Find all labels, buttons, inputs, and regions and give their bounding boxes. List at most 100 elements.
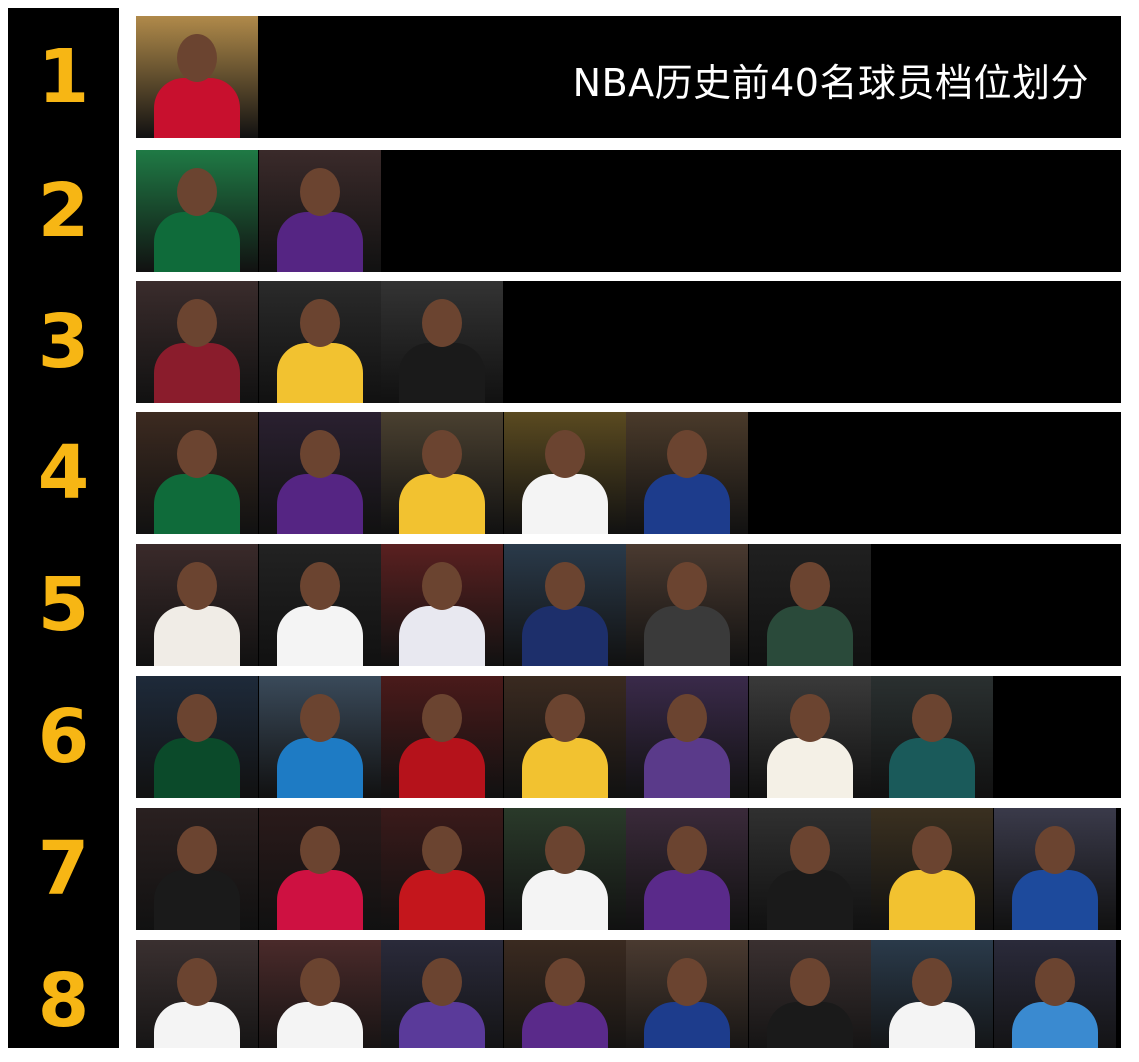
player-photo [503, 544, 626, 666]
player-photo [136, 544, 258, 666]
player-photo [993, 808, 1116, 930]
jersey [399, 738, 485, 798]
player-photo [503, 808, 626, 930]
head [299, 562, 340, 610]
head [299, 299, 340, 347]
jersey [889, 738, 975, 798]
player-photo [136, 150, 258, 272]
jersey [154, 78, 240, 138]
player-photo [871, 676, 993, 798]
jersey [276, 606, 363, 666]
head [422, 694, 462, 742]
head [912, 826, 952, 874]
jersey [154, 212, 240, 272]
jersey [521, 606, 608, 666]
head [422, 562, 462, 610]
player-photo [136, 281, 258, 403]
jersey [154, 474, 240, 534]
head [299, 694, 340, 742]
player-photo [258, 676, 381, 798]
head [177, 826, 217, 874]
jersey [154, 870, 240, 930]
jersey [644, 738, 730, 798]
jersey [521, 1002, 608, 1048]
player-photo [748, 940, 871, 1048]
head [1034, 958, 1075, 1006]
player-photo [748, 808, 871, 930]
player-photo [136, 676, 258, 798]
head [912, 958, 952, 1006]
player-photo [136, 808, 258, 930]
tier-label: 2 [37, 168, 90, 254]
head [177, 168, 217, 216]
player-photo [871, 940, 993, 1048]
player-photo [381, 412, 503, 534]
jersey [521, 738, 608, 798]
tier-row [136, 940, 1121, 1048]
jersey [154, 606, 240, 666]
head [667, 430, 707, 478]
jersey [276, 212, 363, 272]
player-photo [626, 808, 748, 930]
head [177, 958, 217, 1006]
jersey [399, 1002, 485, 1048]
player-photo [136, 16, 258, 138]
jersey [521, 870, 608, 930]
tier-label: 1 [37, 34, 90, 120]
jersey [521, 474, 608, 534]
head [422, 299, 462, 347]
tier-label: 7 [37, 826, 90, 912]
player-photo [136, 412, 258, 534]
head [544, 430, 585, 478]
player-photo [258, 412, 381, 534]
rank-column [8, 8, 119, 1048]
jersey [1011, 1002, 1098, 1048]
jersey [1011, 870, 1098, 930]
head [544, 958, 585, 1006]
head [667, 562, 707, 610]
player-photo [136, 940, 258, 1048]
jersey [154, 1002, 240, 1048]
head [177, 34, 217, 82]
player-photo [503, 676, 626, 798]
head [789, 826, 830, 874]
head [1034, 826, 1075, 874]
head [544, 562, 585, 610]
head [544, 826, 585, 874]
head [912, 694, 952, 742]
jersey [766, 870, 853, 930]
head [422, 430, 462, 478]
head [177, 299, 217, 347]
player-photo [871, 808, 993, 930]
player-photo [748, 676, 871, 798]
head [789, 562, 830, 610]
player-photo [258, 808, 381, 930]
jersey [399, 474, 485, 534]
player-photo [258, 940, 381, 1048]
jersey [276, 474, 363, 534]
jersey [766, 738, 853, 798]
tier-row [136, 676, 1121, 798]
jersey [276, 870, 363, 930]
head [667, 694, 707, 742]
jersey [399, 870, 485, 930]
jersey [154, 738, 240, 798]
jersey [766, 606, 853, 666]
head [667, 826, 707, 874]
player-photo [626, 676, 748, 798]
player-photo [626, 940, 748, 1048]
player-photo [258, 281, 381, 403]
jersey [644, 870, 730, 930]
jersey [644, 474, 730, 534]
player-photo [381, 808, 503, 930]
player-photo [381, 544, 503, 666]
tier-label: 3 [37, 299, 90, 385]
jersey [399, 606, 485, 666]
player-photo [626, 412, 748, 534]
head [299, 430, 340, 478]
player-photo [503, 940, 626, 1048]
jersey [154, 343, 240, 403]
jersey [644, 1002, 730, 1048]
tier-label: 8 [37, 958, 90, 1044]
